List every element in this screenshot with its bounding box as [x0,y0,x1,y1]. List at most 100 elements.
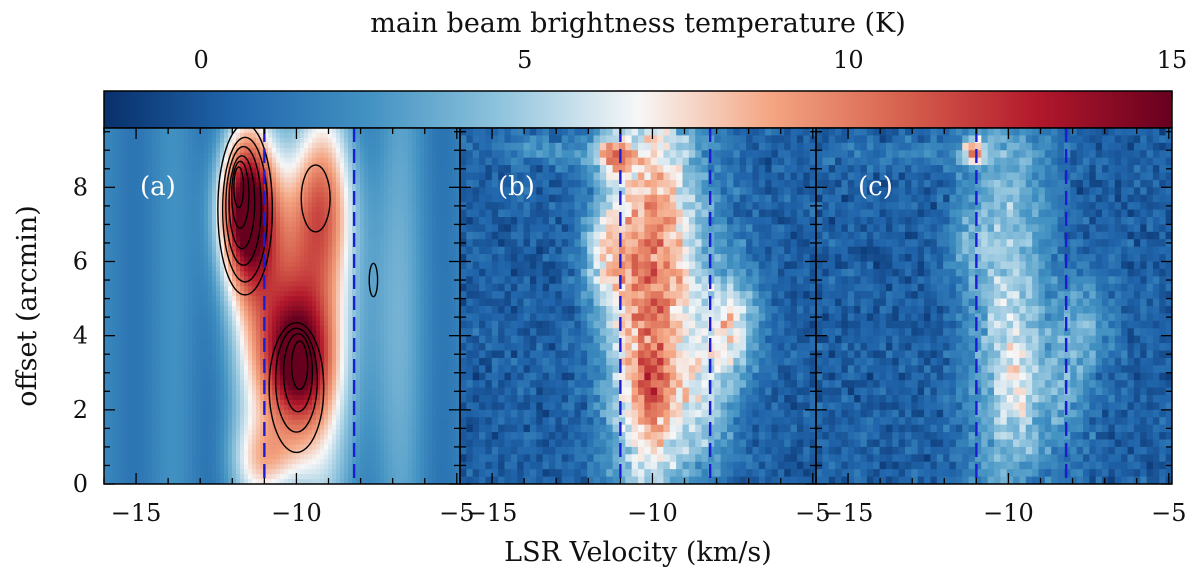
heatmap-cell [244,390,249,396]
heatmap-cell [192,197,197,203]
heatmap-cell [184,128,189,134]
heatmap-cell [428,256,433,263]
heatmap-cell [320,152,325,159]
heatmap-cell [380,360,385,366]
heatmap-cell [284,355,289,361]
heatmap-cell [432,325,437,332]
heatmap-cell [188,345,193,352]
heatmap-cell [124,301,129,307]
heatmap-cell [416,236,421,243]
heatmap-cell [128,291,133,297]
heatmap-cell [208,291,213,297]
heatmap-cell [452,335,457,342]
heatmap-cell [320,395,325,401]
heatmap-cell [236,192,241,198]
heatmap-cell [244,266,249,272]
heatmap-cell [284,256,289,263]
heatmap-cell [324,355,329,361]
heatmap-cell [144,172,149,179]
heatmap-cell [316,291,321,297]
heatmap-cell [288,345,293,352]
heatmap-cell [184,152,189,159]
heatmap-cell [440,152,445,159]
heatmap-cell [444,177,449,183]
heatmap-cell [200,152,205,159]
heatmap-cell [380,266,385,272]
heatmap-cell [224,241,229,248]
heatmap-cell [280,335,285,342]
heatmap-cell [172,212,177,218]
heatmap-cell [264,345,269,352]
heatmap-cell [280,217,285,223]
heatmap-cell [376,335,381,342]
heatmap-cell [452,276,457,282]
heatmap-cell [108,128,113,134]
heatmap-cell [116,152,121,159]
heatmap-cell [200,177,205,183]
heatmap-cell [192,187,197,193]
heatmap-cell [276,197,281,203]
heatmap-cell [196,231,201,238]
heatmap-cell [388,192,393,198]
heatmap-cell [132,306,137,312]
heatmap-cell [232,147,237,154]
heatmap-cell [220,360,225,366]
heatmap-cell [152,355,157,361]
heatmap-cell [312,226,317,233]
heatmap-cell [208,132,213,139]
heatmap-cell [356,197,361,203]
heatmap-cell [192,271,197,277]
heatmap-cell [312,360,317,366]
heatmap-cell [260,350,265,357]
heatmap-cell [344,246,349,253]
heatmap-cell [316,380,321,386]
heatmap-cell [288,325,293,332]
heatmap-cell [248,301,253,307]
heatmap-cell [384,345,389,352]
heatmap-cell [340,365,345,371]
heatmap-cell [184,320,189,327]
heatmap-cell [356,385,361,391]
heatmap-cell [328,251,333,258]
heatmap-cell [104,142,109,149]
heatmap-cell [164,177,169,183]
heatmap-cell [188,251,193,258]
heatmap-cell [372,182,377,188]
heatmap-cell [384,330,389,337]
heatmap-cell [136,306,141,312]
heatmap-cell [372,167,377,174]
heatmap-cell [308,152,313,159]
heatmap-cell [240,390,245,396]
heatmap-cell [140,340,145,347]
heatmap-cell [204,152,209,159]
heatmap-cell [384,390,389,396]
heatmap-cell [164,261,169,268]
heatmap-cell [240,271,245,277]
heatmap-cell [416,320,421,327]
heatmap-cell [248,330,253,337]
heatmap-cell [432,271,437,277]
heatmap-cell [444,231,449,238]
heatmap-cell [348,360,353,366]
heatmap-cell [456,335,460,342]
heatmap-cell [188,147,193,154]
heatmap-cell [180,340,185,347]
heatmap-cell [292,197,297,203]
heatmap-cell [292,132,297,139]
heatmap-cell [196,152,201,159]
heatmap-cell [372,202,377,208]
heatmap-cell [336,360,341,366]
heatmap-cell [104,399,109,406]
heatmap-cell [320,261,325,268]
heatmap-cell [420,132,425,139]
heatmap-cell [336,128,341,134]
heatmap-cell [208,241,213,248]
heatmap-cell [260,325,265,332]
heatmap-cell [220,221,225,228]
heatmap-cell [192,152,197,159]
heatmap-cell [296,172,301,179]
heatmap-cell [364,395,369,401]
heatmap-cell [448,375,453,381]
heatmap-cell [356,380,361,386]
heatmap-cell [364,325,369,332]
